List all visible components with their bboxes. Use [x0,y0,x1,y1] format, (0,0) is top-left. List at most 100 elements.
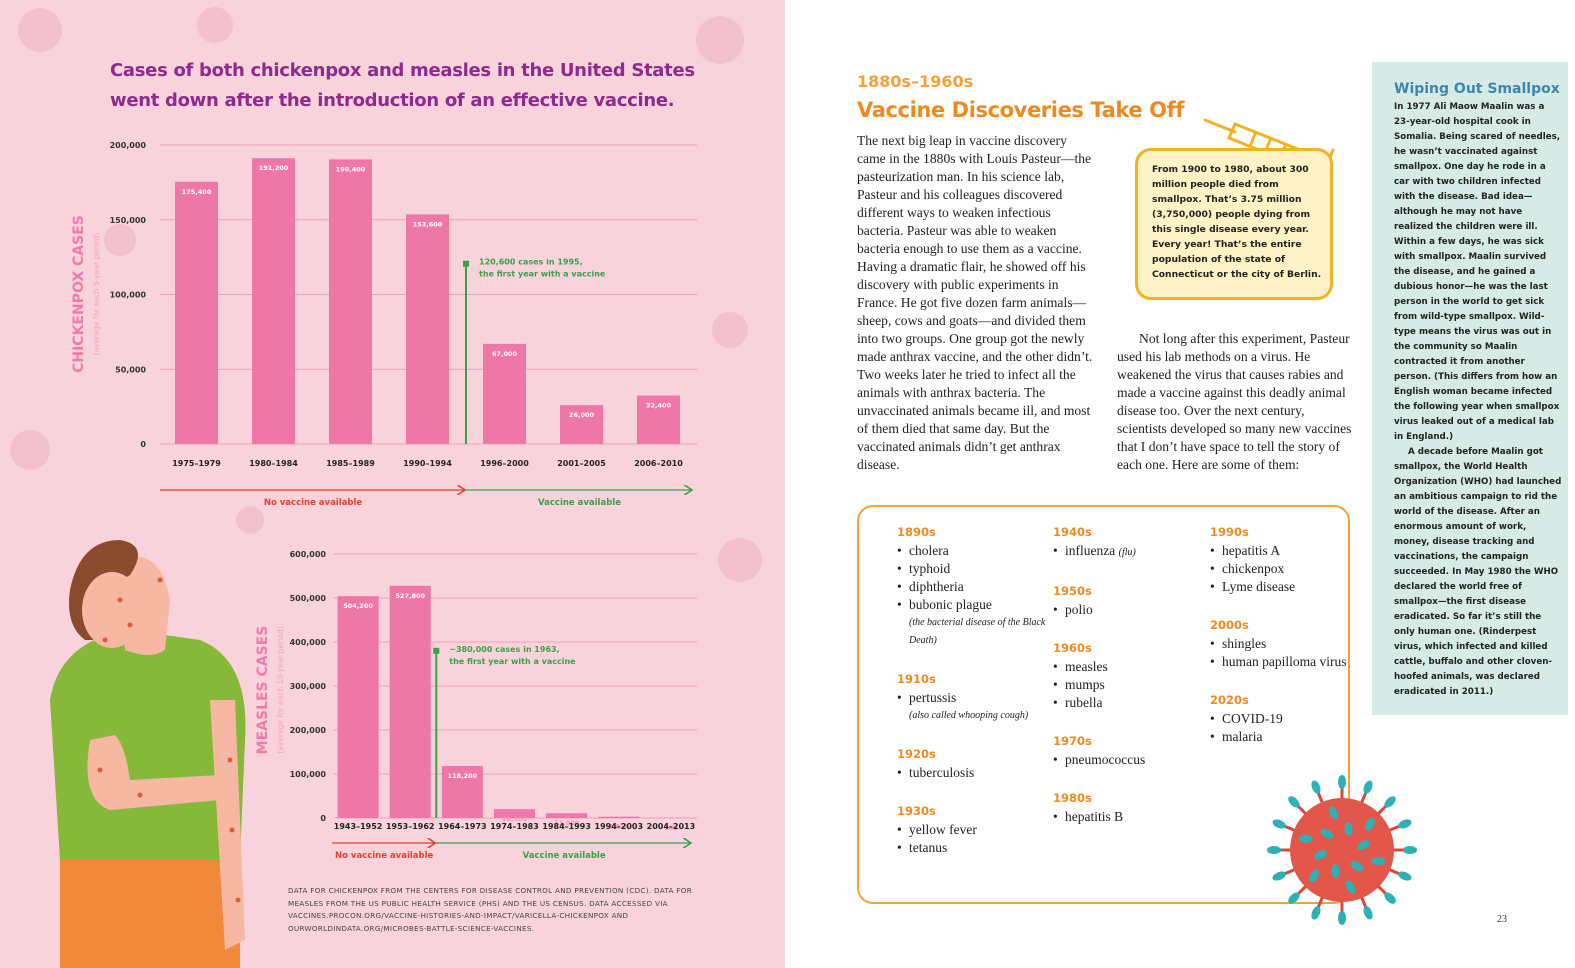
vaccine-name: influenza [1065,543,1116,558]
decade-label: 2000s [1210,618,1249,632]
vaccine-item: yellow fever [897,821,1047,839]
virus-tip [1272,871,1286,881]
virus-dot [1309,869,1320,883]
bar [494,809,535,818]
x-tick-label: 1996–2000 [480,459,529,468]
virus-tip [1311,906,1321,920]
virus-dot [1364,817,1375,831]
virus-tip [1338,775,1346,789]
decade-label: 1960s [1053,641,1092,655]
headline-line: Cases of both chickenpox and measles in … [110,60,695,81]
virus-tip [1384,892,1396,904]
decade-column: 1890s choleratyphoiddiphtheriabubonic pla… [897,525,1047,879]
y-tick-label: 600,000 [290,550,327,559]
virus-tip [1398,819,1412,829]
callout-box: From 1900 to 1980, about 300 million peo… [1135,148,1333,300]
decade-group: 1890s choleratyphoiddiphtheriabubonic pla… [897,525,1047,650]
value-label: 175,400 [182,188,212,196]
vaccine-note: (flu) [1118,547,1136,558]
virus-illustration [1267,775,1417,925]
y-axis-label: CHICKENPOX CASES [71,215,87,373]
value-label: 11,000 [554,819,580,827]
x-tick-label: 1943–1952 [334,822,383,831]
vaccine-item: hepatitis A [1210,542,1360,560]
decade-label: 1910s [897,672,936,686]
virus-body [1290,798,1394,902]
value-label: 153,600 [413,220,443,228]
vaccine-item: human papilloma virus [1210,653,1360,671]
y-tick-label: 100,000 [110,291,147,300]
boy-illustration [50,540,246,968]
article-paragraph: Not long after this experiment, Pasteur … [1117,331,1352,472]
vaccine-item: mumps [1053,676,1203,694]
x-tick-label: 1994–2003 [595,822,644,831]
vaccine-item: malaria [1210,728,1360,746]
decade-label: 1890s [897,525,936,539]
vaccine-note: (the bacterial disease of the Black Deat… [909,617,1046,646]
sidebar-paragraph: A decade before Maalin got smallpox, the… [1394,447,1562,697]
timeline-label: Vaccine available [538,498,621,508]
decade-label: 1920s [897,747,936,761]
vaccine-item: Lyme disease [1210,578,1360,596]
x-tick-label: 1953–1962 [386,822,435,831]
vaccine-item: typhoid [897,560,1047,578]
charts: 0 50,000 100,000 150,000 200,000 175,400 1975–… [10,7,762,968]
annotation-text: ~380,000 cases in 1963, [449,645,559,654]
bar [637,395,680,444]
y-tick-label: 300,000 [290,682,327,691]
vaccine-list-box: 1890s choleratyphoiddiphtheriabubonic pla… [857,505,1350,904]
vaccine-note: (also called whooping cough) [909,710,1029,721]
annotation-text: the first year with a vaccine [449,657,576,666]
virus-dot [1345,880,1356,894]
vaccine-item: COVID-19 [1210,710,1360,728]
virus-tip [1288,892,1300,904]
decade-label: 2020s [1210,693,1249,707]
vaccine-item: hepatitis B [1053,808,1203,826]
y-tick-label: 200,000 [110,141,147,150]
vaccine-item: tuberculosis [897,764,1047,782]
decade-label: 1980s [1053,791,1092,805]
virus-tip [1363,906,1373,920]
virus-dot [1344,821,1353,836]
timeline-label: Vaccine available [523,851,606,861]
decade-group: 1990s hepatitis AchickenpoxLyme disease [1210,525,1360,596]
value-label: 2,916 [609,823,630,831]
timeline-label: No vaccine available [264,498,363,508]
virus-dot [1357,840,1370,851]
decade-label: 1970s [1053,734,1092,748]
annotation-marker [433,647,440,654]
x-tick-label: 1980–1984 [249,459,298,468]
bar [329,159,372,445]
vaccine-item: influenza (flu) [1053,542,1203,562]
annotation-text: the first year with a vaccine [479,270,606,279]
decade-label: 1940s [1053,525,1092,539]
page-number: 23 [1497,914,1507,925]
decade-group: 2020s COVID-19malaria [1210,693,1360,746]
virus-tip [1272,819,1286,829]
x-tick-label: 2001–2005 [557,459,606,468]
value-label: 527,800 [395,592,425,600]
bar [175,181,218,445]
virus-tip [1384,796,1396,808]
virus-dot [1350,861,1364,872]
bar [406,214,449,444]
vaccine-item: shingles [1210,635,1360,653]
value-label: 32,400 [646,402,672,410]
timeline-label: No vaccine available [335,851,434,861]
y-tick-label: 50,000 [115,365,146,374]
y-tick-label: 400,000 [290,638,327,647]
footnote: DATA FOR CHICKENPOX FROM THE CENTERS FOR… [288,886,692,933]
x-tick-label: 1990–1994 [403,459,452,468]
decade-column: 1940s influenza (flu) 1950s polio 1960s measl… [1053,525,1203,848]
sidebar: Wiping Out Smallpox In 1977 Ali Maow Maa… [1372,62,1568,715]
decade-group: 1980s hepatitis B [1053,791,1203,826]
y-tick-label: 150,000 [110,216,147,225]
y-tick-label: 0 [320,814,326,823]
vaccine-name: bubonic plague [909,597,992,612]
decade-group: 1940s influenza (flu) [1053,525,1203,562]
value-label: 26,000 [569,411,595,419]
decade-column: 1990s hepatitis AchickenpoxLyme disease 20… [1210,525,1360,768]
decade-label: 1930s [897,804,936,818]
background-dots [10,7,762,582]
